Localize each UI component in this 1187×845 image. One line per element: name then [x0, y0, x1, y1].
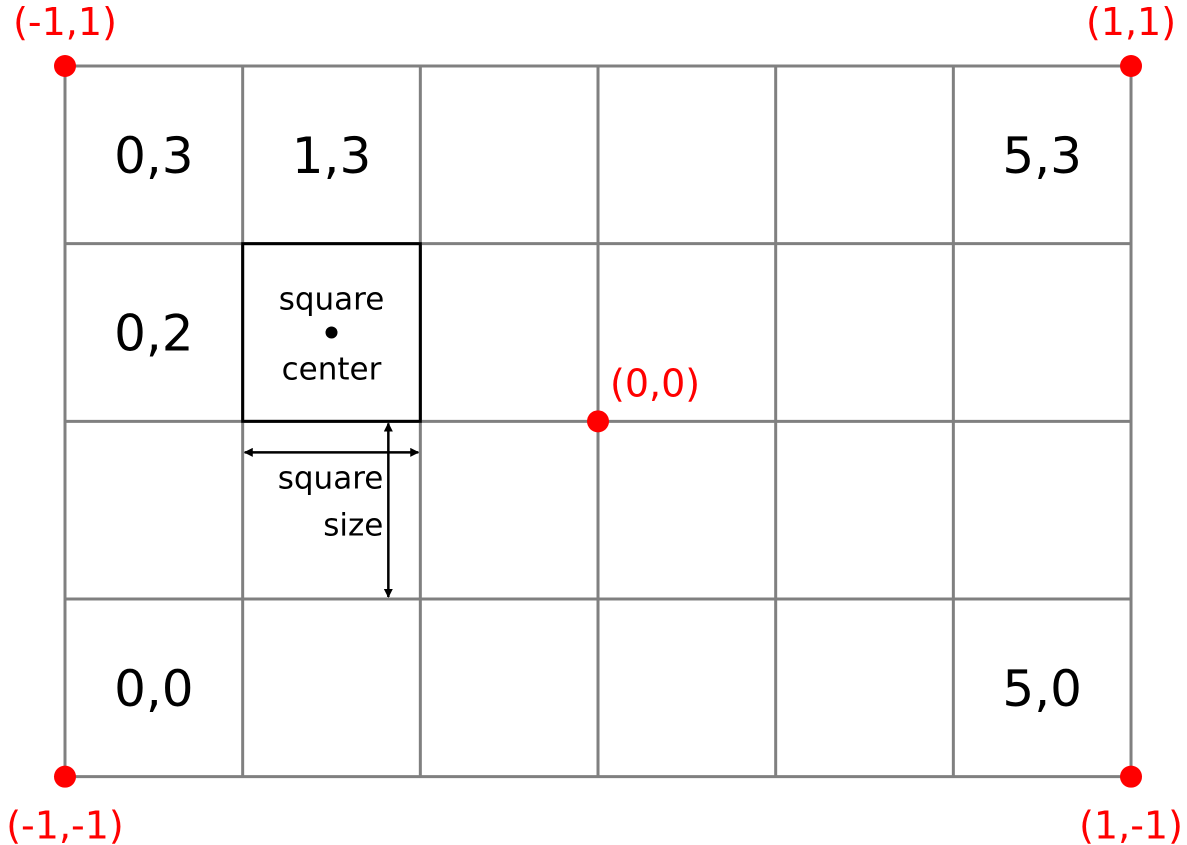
point-bottom-left-dot	[54, 765, 76, 788]
cell-label-5-3: 5,3	[1002, 127, 1082, 185]
square-size-label-line1: square	[278, 460, 384, 496]
square-center-dot	[325, 326, 338, 339]
point-top-left-label: (-1,1)	[13, 0, 117, 44]
highlighted-square	[241, 242, 422, 423]
coordinate-points: (-1,1) (1,1) (0,0) (-1,-1) (1,-1)	[6, 0, 1183, 845]
cell-label-0-2: 0,2	[114, 305, 194, 363]
point-bottom-right-dot	[1120, 765, 1143, 788]
point-bottom-left-label: (-1,-1)	[6, 804, 124, 845]
cell-label-5-0: 5,0	[1002, 660, 1082, 718]
square-center-label-top: square	[279, 282, 385, 318]
cell-label-0-3: 0,3	[114, 127, 194, 185]
point-center-dot	[587, 410, 610, 433]
grid-lines	[63, 64, 1133, 779]
cell-labels: 0,3 1,3 5,3 0,2 0,0 5,0	[114, 127, 1082, 718]
square-center-label-bottom: center	[282, 352, 382, 388]
cell-label-0-0: 0,0	[114, 660, 194, 718]
point-top-right-label: (1,1)	[1086, 0, 1176, 44]
cell-label-1-3: 1,3	[292, 127, 372, 185]
point-bottom-right-label: (1,-1)	[1079, 804, 1183, 845]
square-size-label-background	[252, 460, 387, 495]
square-size-label-line2: size	[323, 507, 383, 543]
point-top-left-dot	[54, 55, 76, 77]
point-top-right-dot	[1120, 55, 1143, 77]
point-center-label: (0,0)	[610, 361, 700, 405]
